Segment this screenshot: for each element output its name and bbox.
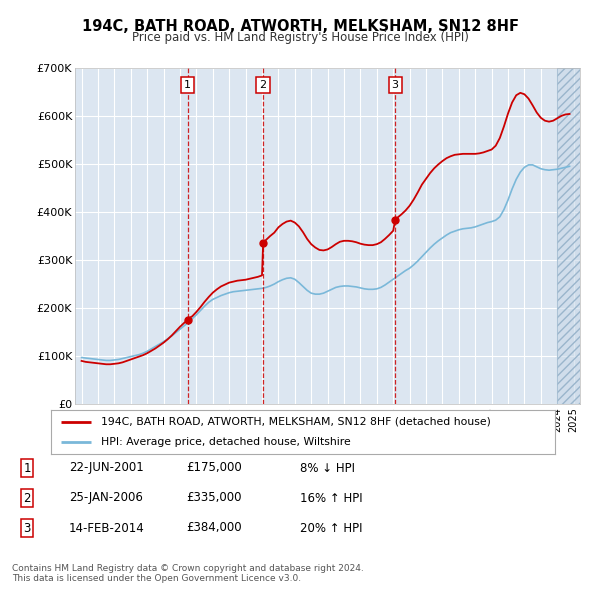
Text: 20% ↑ HPI: 20% ↑ HPI (300, 522, 362, 535)
Text: 22-JUN-2001: 22-JUN-2001 (69, 461, 144, 474)
Text: £175,000: £175,000 (186, 461, 242, 474)
Text: Price paid vs. HM Land Registry's House Price Index (HPI): Price paid vs. HM Land Registry's House … (131, 31, 469, 44)
Text: 1: 1 (23, 461, 31, 474)
Text: 2: 2 (23, 491, 31, 504)
Text: £335,000: £335,000 (186, 491, 241, 504)
Bar (557, 68, 580, 404)
Text: 16% ↑ HPI: 16% ↑ HPI (300, 491, 362, 504)
Text: 8% ↓ HPI: 8% ↓ HPI (300, 461, 355, 474)
Text: £384,000: £384,000 (186, 522, 242, 535)
Text: 14-FEB-2014: 14-FEB-2014 (69, 522, 145, 535)
Text: 194C, BATH ROAD, ATWORTH, MELKSHAM, SN12 8HF: 194C, BATH ROAD, ATWORTH, MELKSHAM, SN12… (82, 19, 518, 34)
Text: 3: 3 (392, 80, 398, 90)
Bar (557, 68, 580, 404)
Text: 194C, BATH ROAD, ATWORTH, MELKSHAM, SN12 8HF (detached house): 194C, BATH ROAD, ATWORTH, MELKSHAM, SN12… (101, 417, 491, 427)
Text: Contains HM Land Registry data © Crown copyright and database right 2024.
This d: Contains HM Land Registry data © Crown c… (12, 563, 364, 583)
Text: HPI: Average price, detached house, Wiltshire: HPI: Average price, detached house, Wilt… (101, 437, 351, 447)
Text: 25-JAN-2006: 25-JAN-2006 (69, 491, 143, 504)
Text: 1: 1 (184, 80, 191, 90)
Text: 2: 2 (260, 80, 267, 90)
Text: 3: 3 (23, 522, 31, 535)
